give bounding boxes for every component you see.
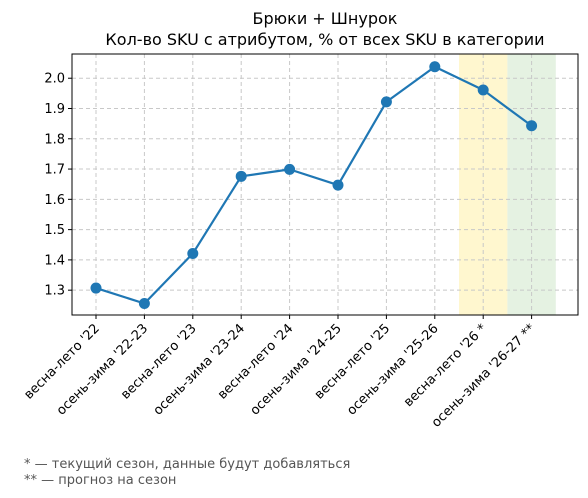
data-point — [187, 248, 199, 260]
data-point — [526, 120, 538, 132]
data-point — [90, 282, 102, 294]
data-point — [332, 179, 344, 191]
x-tick-label: осень-зима '24-25 — [248, 321, 345, 418]
footnote-current-season: * — текущий сезон, данные будут добавлят… — [24, 457, 351, 472]
y-tick-label: 1.8 — [44, 132, 65, 147]
highlight-bands — [459, 54, 556, 315]
data-point — [380, 96, 392, 108]
data-point — [235, 170, 247, 182]
y-tick-label: 1.9 — [44, 102, 65, 117]
highlight-band-2 — [507, 54, 556, 315]
y-axis: 1.3 1.4 1.5 1.6 1.7 1.8 1.9 2.0 — [44, 72, 72, 299]
y-tick-label: 2.0 — [44, 72, 65, 87]
chart-subtitle: Кол-во SKU с атрибутом, % от всех SKU в … — [105, 30, 544, 49]
data-point — [284, 163, 296, 175]
footnote-forecast: ** — прогноз на сезон — [24, 473, 177, 488]
data-point — [429, 61, 441, 73]
y-tick-label: 1.6 — [44, 193, 65, 208]
grid — [72, 54, 578, 315]
x-tick-label: осень-зима '25-26 — [344, 321, 441, 418]
chart-title: Брюки + Шнурок — [253, 9, 398, 28]
y-tick-label: 1.3 — [44, 284, 65, 299]
series-line — [95, 65, 533, 305]
series — [90, 61, 538, 309]
data-point — [477, 84, 489, 96]
y-tick-label: 1.7 — [44, 163, 65, 178]
x-tick-label: осень-зима '22-23 — [54, 321, 151, 418]
y-tick-label: 1.4 — [44, 253, 65, 268]
x-tick-label: осень-зима '23-24 — [151, 321, 248, 418]
y-tick-label: 1.5 — [44, 223, 65, 238]
x-tick-label: весна-лето '26 * — [401, 321, 490, 410]
plot-frame — [71, 53, 579, 316]
data-point — [138, 297, 150, 309]
